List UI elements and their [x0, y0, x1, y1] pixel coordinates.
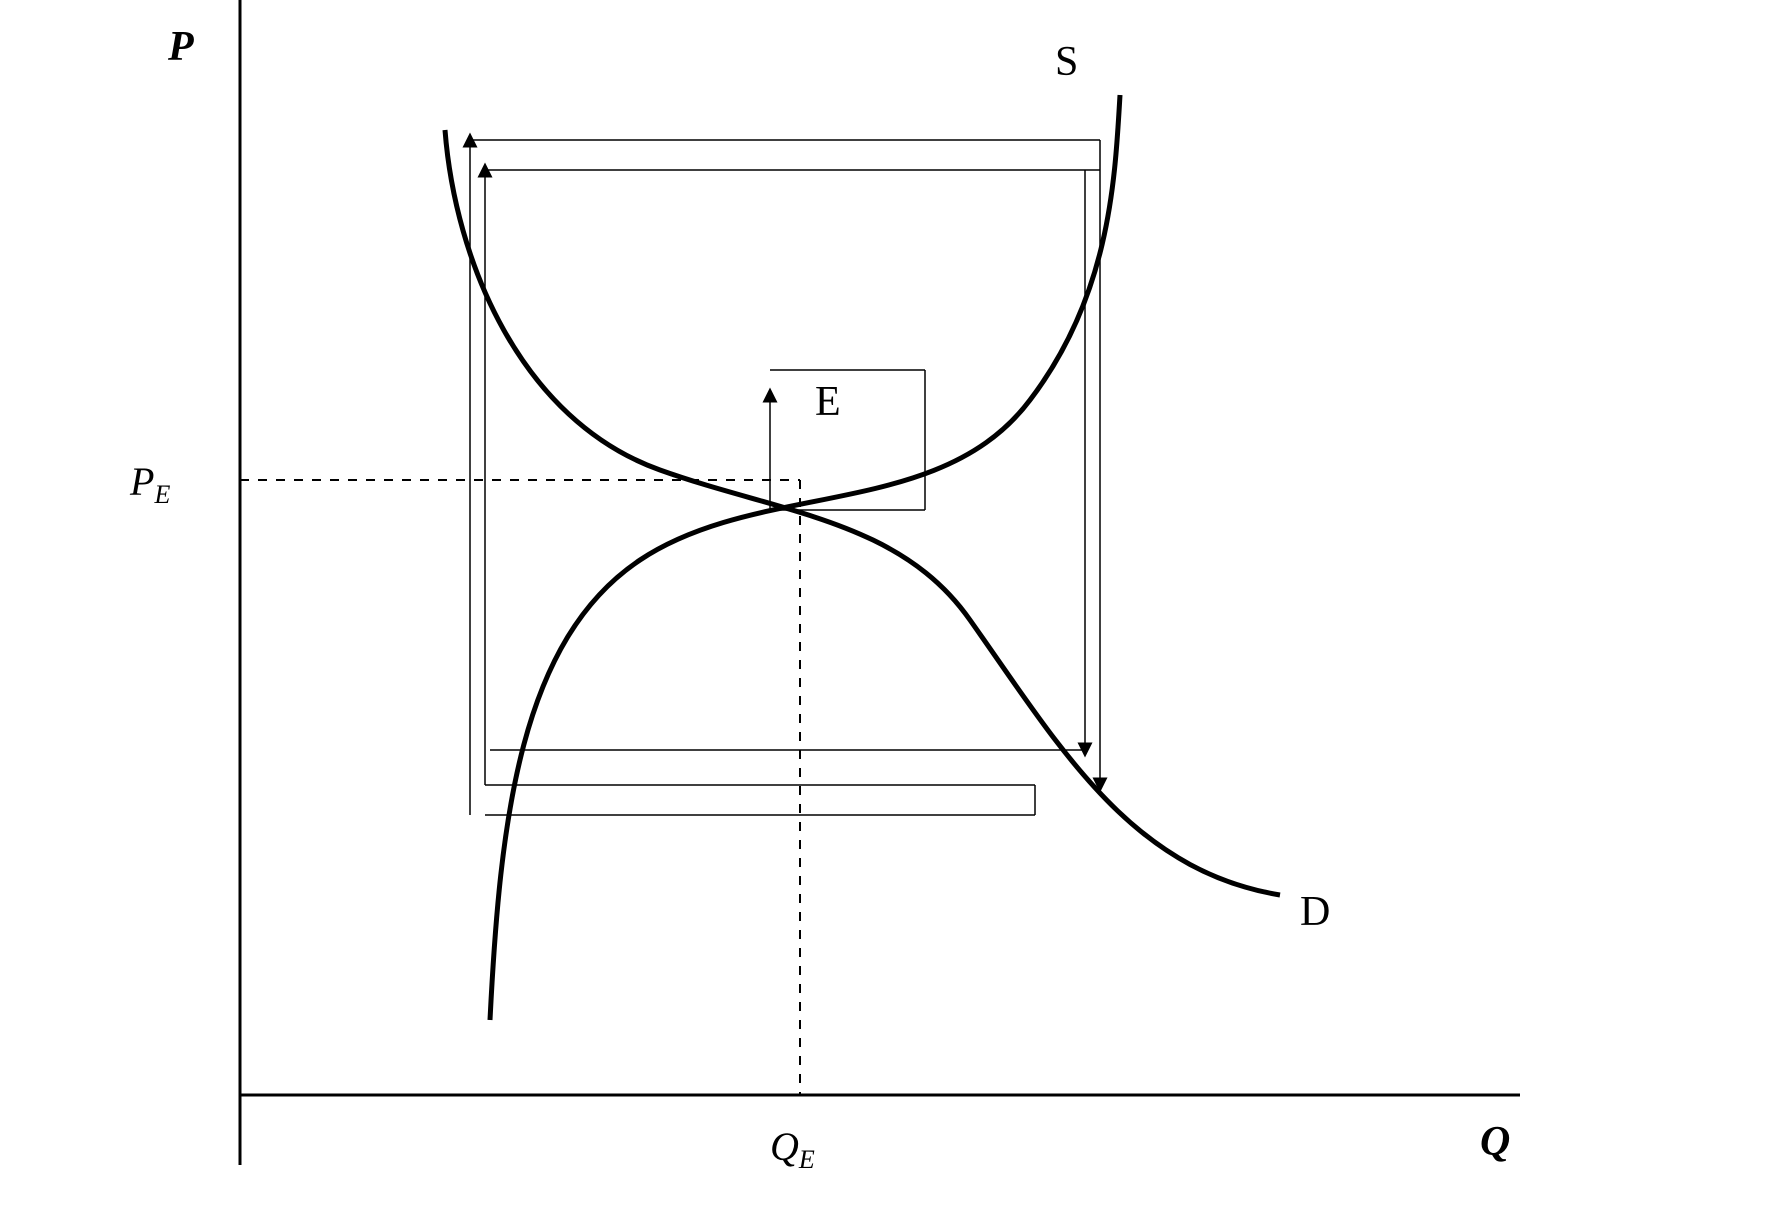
- supply-demand-cobweb-diagram: P Q S D E PE QE: [0, 0, 1770, 1232]
- axis-label-pe: PE: [129, 459, 170, 509]
- axis-label-p: P: [167, 24, 194, 70]
- axis-label-q: Q: [1480, 1119, 1510, 1165]
- supply-curve: [490, 95, 1120, 1020]
- axis-label-qe: QE: [770, 1124, 815, 1174]
- curve-label-s: S: [1055, 39, 1078, 85]
- demand-curve: [445, 130, 1280, 895]
- point-label-e: E: [815, 379, 841, 425]
- cobweb-construction-lines: [470, 140, 1100, 815]
- curve-label-d: D: [1300, 889, 1330, 935]
